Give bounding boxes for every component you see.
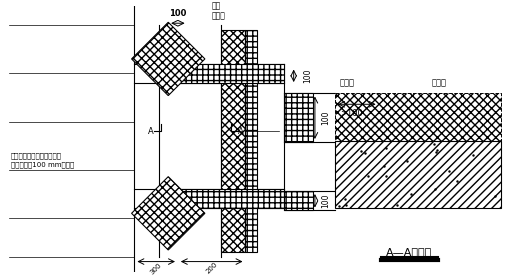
Text: 100: 100 — [303, 68, 312, 83]
Text: 300: 300 — [149, 261, 163, 275]
Text: 预筑不小于100 mm网格布: 预筑不小于100 mm网格布 — [11, 162, 74, 168]
Bar — [159, 189, 284, 208]
Polygon shape — [131, 177, 205, 250]
Text: A: A — [238, 127, 244, 136]
Bar — [159, 64, 284, 83]
Bar — [284, 191, 313, 210]
Polygon shape — [131, 22, 205, 95]
Text: 200: 200 — [205, 261, 218, 275]
Text: 岩棉板: 岩棉板 — [432, 79, 447, 87]
Text: >100: >100 — [340, 109, 363, 118]
Text: A—A剪面图: A—A剪面图 — [386, 247, 433, 257]
Bar — [246, 30, 257, 252]
Text: 100: 100 — [169, 9, 186, 18]
Text: 100: 100 — [303, 192, 312, 206]
Text: 100: 100 — [321, 111, 330, 125]
Text: A: A — [148, 127, 154, 136]
Bar — [221, 30, 246, 252]
Bar — [284, 93, 313, 142]
Text: 100: 100 — [321, 193, 330, 208]
Text: 附加
网格布: 附加 网格布 — [212, 1, 226, 20]
Bar — [335, 93, 501, 141]
Text: 与墙体接触一面用粘结砂浆: 与墙体接触一面用粘结砂浆 — [11, 152, 62, 159]
Bar — [335, 141, 501, 208]
Text: 网格布: 网格布 — [340, 79, 355, 87]
